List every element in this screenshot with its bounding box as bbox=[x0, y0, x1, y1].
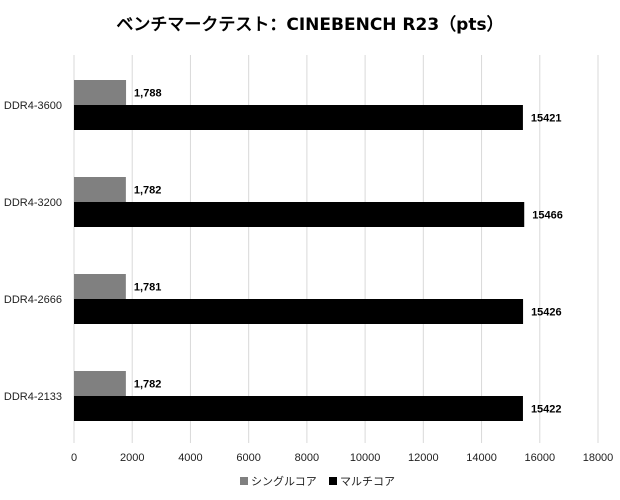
bar bbox=[74, 80, 127, 105]
bar bbox=[74, 105, 523, 130]
data-label: 15421 bbox=[531, 113, 562, 125]
x-tick-label: 8000 bbox=[295, 452, 319, 464]
data-label: 15422 bbox=[531, 404, 562, 416]
category-label: DDR4-3600 bbox=[4, 100, 62, 112]
x-tick-label: 12000 bbox=[408, 452, 439, 464]
data-label: 1,782 bbox=[134, 185, 162, 197]
x-tick-label: 18000 bbox=[583, 452, 614, 464]
x-tick-label: 0 bbox=[71, 452, 77, 464]
legend-label: シングルコア bbox=[251, 474, 317, 488]
data-label: 15426 bbox=[531, 307, 562, 319]
data-label: 1,788 bbox=[134, 88, 162, 100]
bar bbox=[74, 371, 126, 396]
legend-swatch bbox=[329, 477, 337, 485]
bar bbox=[74, 299, 524, 324]
x-tick-label: 6000 bbox=[236, 452, 260, 464]
data-labels: 1,788 15421 1,782 15466 1,781 15426 1,782 15422 bbox=[134, 88, 563, 416]
value-axis: 0 2000 4000 6000 8000 10000 12000 14000 16000 180… bbox=[71, 452, 613, 464]
category-label: DDR4-2666 bbox=[4, 294, 62, 306]
legend-swatch bbox=[240, 477, 248, 485]
data-label: 15466 bbox=[532, 210, 563, 222]
data-label: 1,782 bbox=[134, 379, 162, 391]
bar bbox=[74, 177, 126, 202]
x-tick-label: 16000 bbox=[524, 452, 555, 464]
x-tick-label: 2000 bbox=[120, 452, 144, 464]
bar bbox=[74, 274, 126, 299]
bar bbox=[74, 202, 525, 227]
bar bbox=[74, 396, 523, 421]
bars bbox=[74, 80, 525, 421]
category-label: DDR4-3200 bbox=[4, 197, 62, 209]
x-tick-label: 14000 bbox=[466, 452, 497, 464]
category-label: DDR4-2133 bbox=[4, 391, 62, 403]
x-tick-label: 10000 bbox=[350, 452, 381, 464]
legend: シングルコア マルチコア bbox=[240, 474, 395, 488]
x-tick-label: 4000 bbox=[178, 452, 202, 464]
chart-title: ベンチマークテスト：CINEBENCH R23（pts） bbox=[116, 14, 503, 35]
category-axis: DDR4-3600 DDR4-3200 DDR4-2666 DDR4-2133 bbox=[4, 100, 62, 403]
data-label: 1,781 bbox=[134, 282, 162, 294]
legend-label: マルチコア bbox=[340, 475, 395, 488]
